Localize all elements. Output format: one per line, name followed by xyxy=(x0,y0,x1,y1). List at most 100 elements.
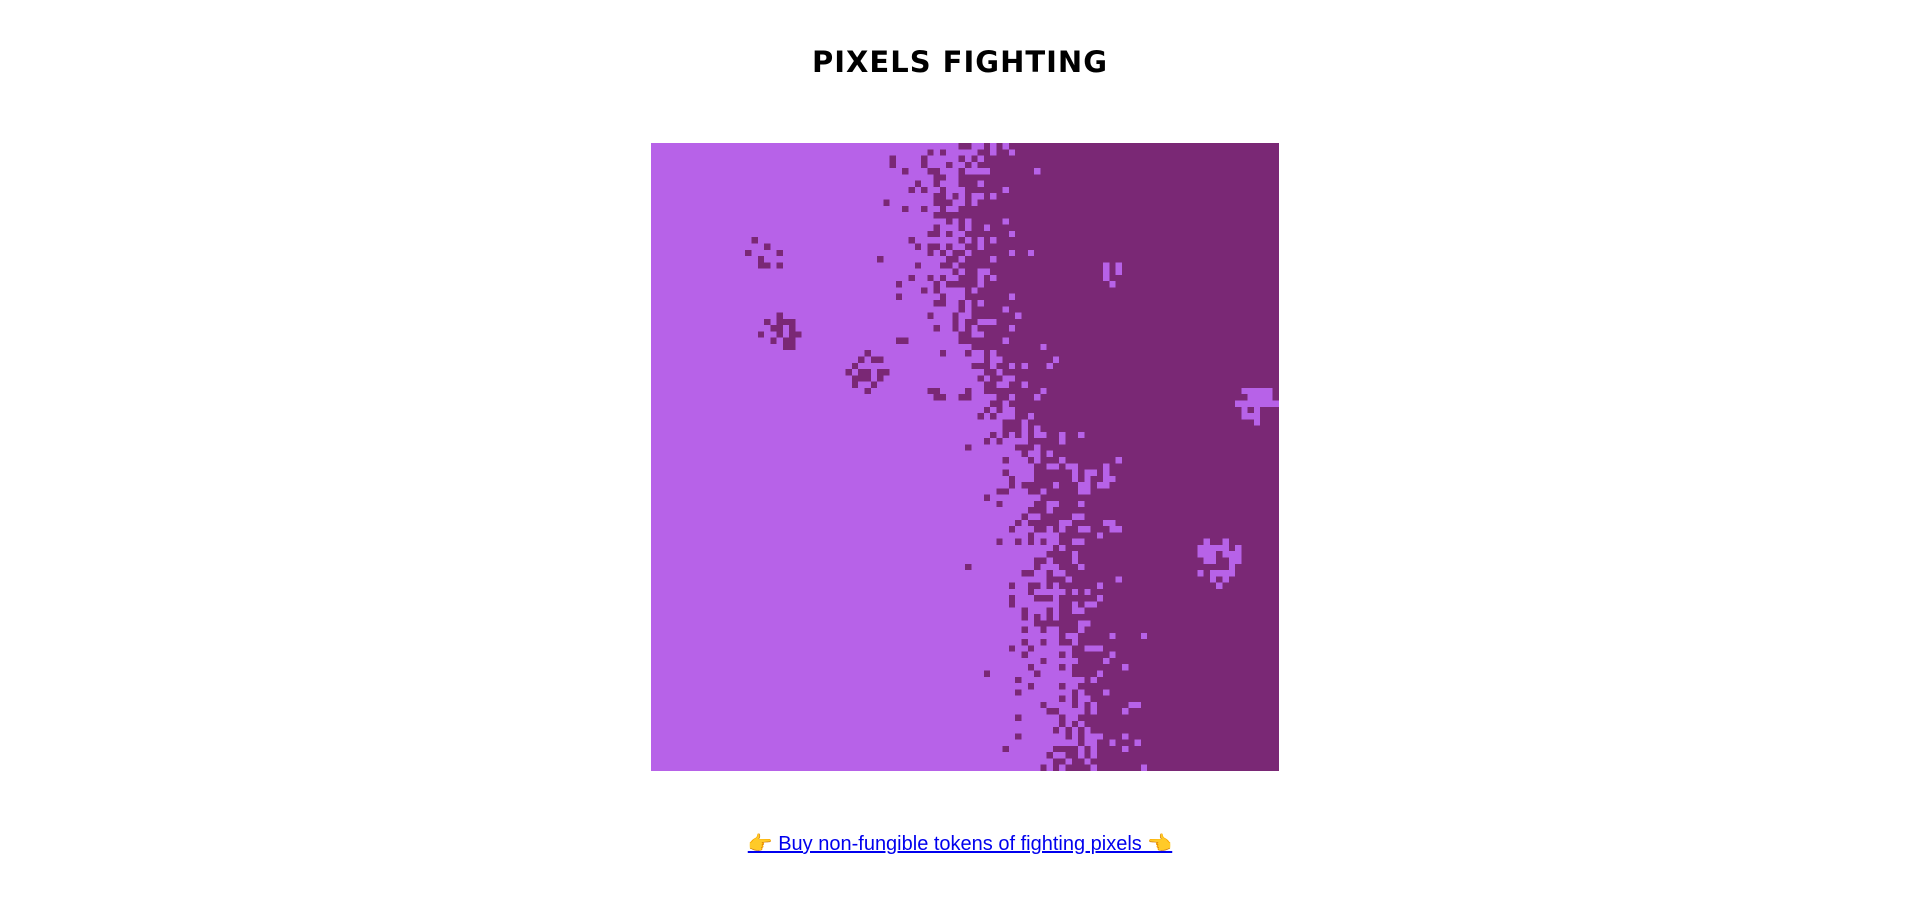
right-team-pixel-run xyxy=(1203,570,1210,577)
right-team-pixel-run xyxy=(1078,632,1110,640)
right-team-pixel-run xyxy=(1078,557,1204,564)
right-team-pixel-run xyxy=(1059,356,1279,363)
right-team-pixel-run xyxy=(1052,526,1060,533)
right-team-pixel-run xyxy=(1059,714,1066,721)
right-team-pixel-run xyxy=(858,356,865,363)
right-team-pixel-run xyxy=(1096,745,1122,753)
right-team-pixel-run xyxy=(764,243,771,250)
right-team-pixel-run xyxy=(877,256,884,263)
right-team-pixel-run xyxy=(1027,588,1035,596)
right-team-pixel-run xyxy=(983,281,1110,288)
right-team-pixel-run xyxy=(958,262,1104,269)
right-team-pixel-run xyxy=(1078,683,1279,690)
right-team-pixel-run xyxy=(1002,457,1009,464)
right-team-pixel-run xyxy=(971,237,978,244)
right-team-pixel-run xyxy=(983,237,991,244)
right-team-pixel-run xyxy=(1209,538,1223,545)
right-team-pixel-run xyxy=(983,300,1279,307)
right-team-pixel-run xyxy=(965,199,972,206)
right-team-pixel-run xyxy=(1059,607,1072,614)
right-team-pixel-run xyxy=(1040,538,1047,545)
right-team-pixel-run xyxy=(977,287,1279,294)
right-team-pixel-run xyxy=(1015,149,1279,156)
right-team-pixel-run xyxy=(1015,293,1279,300)
right-team-pixel-run xyxy=(996,438,1003,445)
right-team-pixel-run xyxy=(1241,544,1279,552)
right-team-pixel-run xyxy=(1046,708,1060,715)
right-team-pixel-run xyxy=(1071,664,1122,671)
right-team-pixel-run xyxy=(902,205,909,213)
right-team-pixel-run xyxy=(1008,306,1279,313)
right-team-pixel-run xyxy=(1090,588,1279,596)
right-team-pixel-run xyxy=(1040,626,1047,633)
right-team-pixel-run xyxy=(946,161,953,169)
right-team-pixel-run xyxy=(1228,538,1279,545)
right-team-pixel-run xyxy=(1021,614,1028,621)
right-team-pixel-run xyxy=(895,293,903,300)
right-team-pixel-run xyxy=(952,318,959,326)
right-team-pixel-run xyxy=(1059,601,1072,608)
right-team-pixel-run xyxy=(946,281,978,288)
right-team-pixel-run xyxy=(1071,695,1079,702)
right-team-pixel-run xyxy=(958,180,978,187)
right-team-pixel-run xyxy=(965,318,978,326)
right-team-pixel-run xyxy=(1272,387,1279,395)
right-team-pixel-run xyxy=(908,186,915,194)
right-team-pixel-run xyxy=(1027,519,1060,527)
right-team-pixel-run xyxy=(1103,532,1279,539)
right-team-pixel-run xyxy=(1090,727,1279,734)
right-team-pixel-run xyxy=(1078,588,1085,596)
right-team-pixel-run xyxy=(1084,689,1104,696)
right-team-pixel-run xyxy=(958,394,972,401)
right-team-pixel-run xyxy=(789,325,796,332)
right-team-pixel-run xyxy=(1090,695,1279,702)
right-team-pixel-run xyxy=(1027,532,1035,539)
right-team-pixel-run xyxy=(851,375,871,382)
right-team-pixel-run xyxy=(1021,639,1028,646)
right-team-pixel-run xyxy=(1052,727,1060,734)
right-team-pixel-run xyxy=(1052,507,1279,514)
right-team-pixel-run xyxy=(864,350,871,357)
right-team-pixel-run xyxy=(914,243,922,250)
right-team-pixel-run xyxy=(1115,739,1135,746)
right-team-pixel-run xyxy=(1216,576,1223,583)
right-team-pixel-run xyxy=(939,350,947,357)
right-team-pixel-run xyxy=(1122,576,1210,583)
right-team-pixel-run xyxy=(1071,689,1079,696)
right-team-pixel-run xyxy=(1071,670,1097,677)
right-team-pixel-run xyxy=(996,193,1279,200)
right-team-pixel-run xyxy=(1015,519,1022,527)
right-team-pixel-run xyxy=(965,230,1009,238)
right-team-pixel-run xyxy=(933,212,1279,219)
right-team-pixel-run xyxy=(1034,249,1279,257)
right-team-pixel-run xyxy=(1084,607,1279,614)
right-team-pixel-run xyxy=(1008,400,1236,407)
right-team-pixel-run xyxy=(990,413,997,420)
right-team-pixel-run xyxy=(965,193,972,200)
right-team-pixel-run xyxy=(977,325,1009,332)
right-team-pixel-run xyxy=(1096,739,1110,746)
right-team-pixel-run xyxy=(958,337,1003,344)
right-team-pixel-run xyxy=(1078,739,1085,746)
right-team-pixel-run xyxy=(1027,538,1035,545)
right-team-pixel-run xyxy=(1040,394,1248,401)
right-team-pixel-run xyxy=(965,161,972,169)
right-team-pixel-run xyxy=(776,331,783,338)
right-team-pixel-run xyxy=(1059,683,1066,690)
right-team-pixel-run xyxy=(971,300,978,307)
right-team-pixel-run xyxy=(958,205,1279,213)
right-team-pixel-run xyxy=(1084,676,1091,684)
right-team-pixel-run xyxy=(971,218,1003,225)
right-team-pixel-run xyxy=(1065,752,1079,759)
right-team-pixel-run xyxy=(851,362,859,370)
right-team-pixel-run xyxy=(1084,500,1279,508)
right-team-pixel-run xyxy=(1040,457,1060,464)
right-team-pixel-run xyxy=(996,350,1279,357)
buy-nft-link[interactable]: 👉 Buy non-fungible tokens of fighting pi… xyxy=(747,833,1173,855)
right-team-pixel-run xyxy=(1065,570,1198,577)
right-team-pixel-run xyxy=(1034,595,1053,602)
right-team-pixel-run xyxy=(933,199,953,206)
right-team-pixel-run xyxy=(965,256,991,263)
right-team-pixel-run xyxy=(1128,745,1279,753)
right-team-pixel-run xyxy=(990,400,1003,407)
